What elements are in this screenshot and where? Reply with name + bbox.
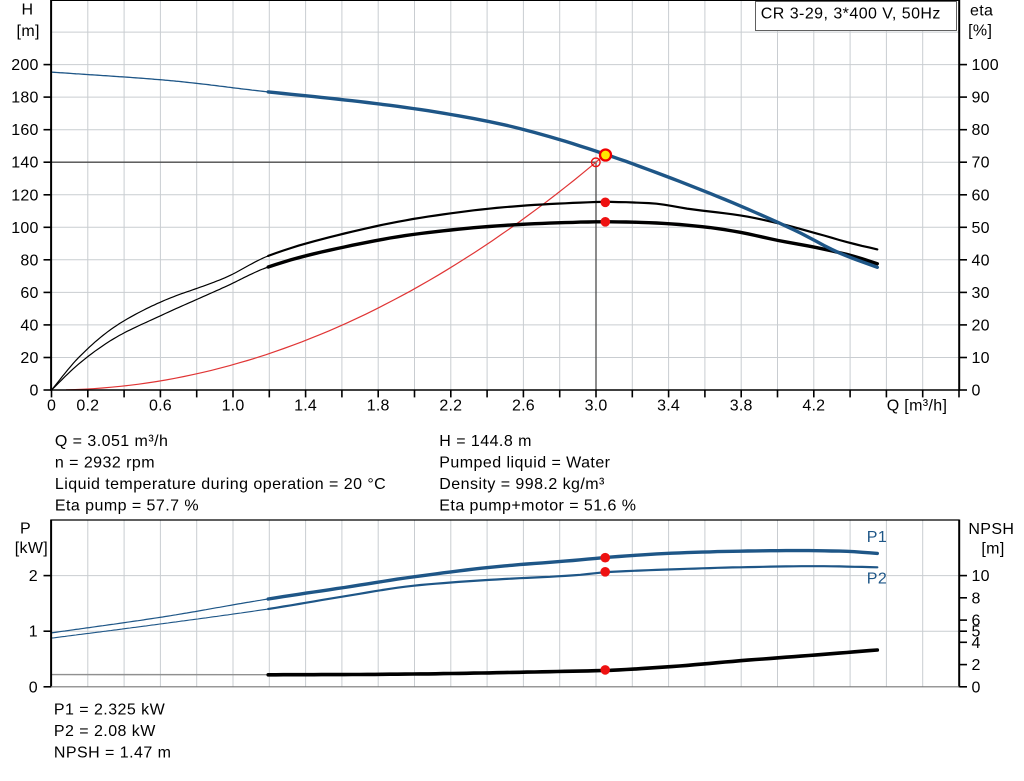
- svg-text:1.0: 1.0: [222, 398, 245, 415]
- svg-text:NPSH: NPSH: [968, 521, 1014, 538]
- svg-text:2.2: 2.2: [439, 398, 462, 415]
- svg-text:Q [m³/h]: Q [m³/h]: [887, 398, 948, 415]
- svg-text:40: 40: [20, 317, 38, 334]
- svg-text:Pumped liquid = Water: Pumped liquid = Water: [439, 455, 610, 472]
- svg-text:60: 60: [20, 285, 38, 302]
- svg-text:80: 80: [972, 122, 990, 139]
- svg-text:100: 100: [11, 220, 38, 237]
- svg-text:P1 = 2.325 kW: P1 = 2.325 kW: [54, 701, 166, 718]
- svg-text:4.2: 4.2: [802, 398, 825, 415]
- svg-text:80: 80: [20, 252, 38, 269]
- svg-text:120: 120: [11, 187, 38, 204]
- svg-text:0: 0: [29, 383, 38, 400]
- svg-text:H: H: [22, 1, 34, 18]
- svg-text:1.8: 1.8: [367, 398, 390, 415]
- svg-text:Q = 3.051 m³/h: Q = 3.051 m³/h: [55, 433, 168, 450]
- svg-text:[%]: [%]: [968, 22, 992, 39]
- svg-text:140: 140: [11, 155, 38, 172]
- svg-text:Liquid temperature during oper: Liquid temperature during operation = 20…: [55, 476, 386, 493]
- svg-text:NPSH = 1.47 m: NPSH = 1.47 m: [54, 745, 171, 762]
- svg-text:3.8: 3.8: [730, 398, 753, 415]
- svg-text:40: 40: [972, 252, 990, 269]
- svg-text:P2 = 2.08 kW: P2 = 2.08 kW: [54, 723, 156, 740]
- svg-text:2.6: 2.6: [512, 398, 535, 415]
- svg-text:[kW]: [kW]: [15, 540, 48, 557]
- svg-text:60: 60: [972, 187, 990, 204]
- svg-text:3.4: 3.4: [657, 398, 680, 415]
- svg-text:20: 20: [972, 317, 990, 334]
- svg-text:6: 6: [972, 613, 981, 630]
- svg-text:5: 5: [972, 624, 981, 641]
- svg-text:0: 0: [972, 679, 981, 696]
- svg-text:eta: eta: [970, 3, 993, 20]
- svg-text:1.4: 1.4: [294, 398, 317, 415]
- svg-text:10: 10: [972, 568, 990, 585]
- svg-text:0: 0: [47, 398, 56, 415]
- svg-text:90: 90: [972, 90, 990, 107]
- svg-text:Eta pump+motor = 51.6 %: Eta pump+motor = 51.6 %: [439, 498, 636, 515]
- svg-text:8: 8: [972, 590, 981, 607]
- svg-text:50: 50: [972, 220, 990, 237]
- svg-text:160: 160: [11, 122, 38, 139]
- svg-text:30: 30: [972, 285, 990, 302]
- svg-text:Eta pump = 57.7 %: Eta pump = 57.7 %: [55, 498, 199, 515]
- svg-text:10: 10: [972, 350, 990, 367]
- svg-text:100: 100: [972, 57, 999, 74]
- svg-text:0: 0: [972, 383, 981, 400]
- svg-text:70: 70: [972, 155, 990, 172]
- svg-text:n = 2932 rpm: n = 2932 rpm: [55, 455, 155, 472]
- svg-text:20: 20: [20, 350, 38, 367]
- svg-text:Density = 998.2 kg/m³: Density = 998.2 kg/m³: [439, 476, 605, 493]
- svg-text:0: 0: [29, 679, 38, 696]
- svg-text:200: 200: [11, 57, 38, 74]
- svg-text:P2: P2: [867, 571, 887, 588]
- svg-text:2: 2: [972, 657, 981, 674]
- svg-text:1: 1: [29, 624, 38, 641]
- svg-text:[m]: [m]: [981, 541, 1004, 558]
- svg-text:H = 144.8 m: H = 144.8 m: [439, 433, 532, 450]
- svg-text:0.2: 0.2: [76, 398, 99, 415]
- svg-text:180: 180: [11, 90, 38, 107]
- svg-text:0.6: 0.6: [149, 398, 172, 415]
- svg-text:[m]: [m]: [17, 23, 40, 40]
- svg-text:CR 3-29, 3*400 V, 50Hz: CR 3-29, 3*400 V, 50Hz: [761, 6, 941, 23]
- svg-text:P: P: [20, 521, 31, 538]
- svg-text:P1: P1: [867, 529, 887, 546]
- svg-text:3.0: 3.0: [585, 398, 608, 415]
- svg-text:2: 2: [29, 568, 38, 585]
- svg-text:4: 4: [972, 635, 981, 652]
